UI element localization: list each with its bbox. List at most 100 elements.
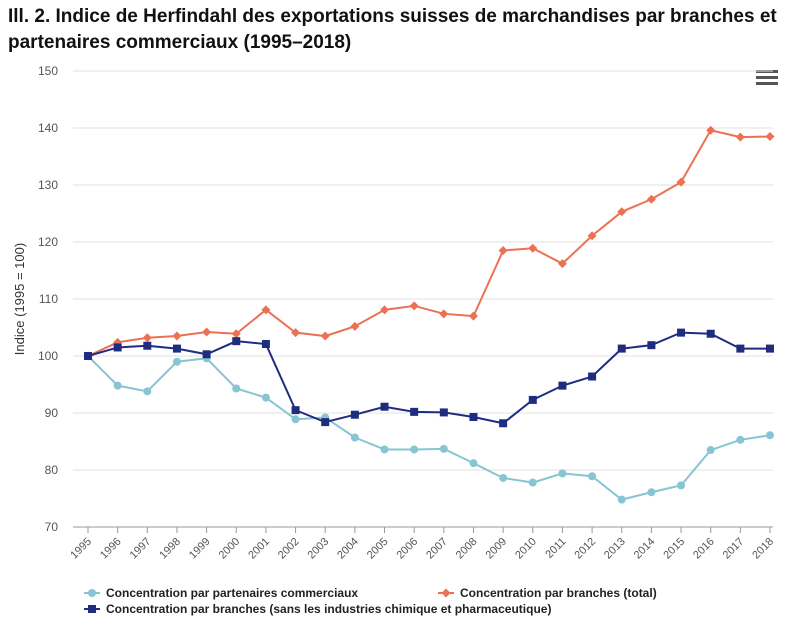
- y-tick-label: 140: [38, 121, 58, 135]
- data-point[interactable]: [261, 393, 270, 402]
- legend-item[interactable]: Concentration par branches (total): [438, 586, 657, 600]
- data-point[interactable]: [677, 328, 686, 337]
- data-point[interactable]: [558, 381, 567, 390]
- data-point[interactable]: [261, 305, 271, 315]
- data-point[interactable]: [439, 309, 449, 319]
- data-point[interactable]: [350, 433, 359, 442]
- data-point[interactable]: [528, 243, 538, 253]
- data-point[interactable]: [202, 327, 212, 337]
- x-tick-label: 2017: [721, 536, 747, 562]
- legend-label: Concentration par branches (total): [460, 586, 657, 600]
- x-axis-ticks: 1995 1996 1997 1998 1999 2000 2001 2002 2003 2004…: [68, 527, 776, 561]
- x-tick-label: 2015: [661, 536, 687, 562]
- data-point[interactable]: [735, 132, 745, 142]
- data-point[interactable]: [380, 402, 389, 411]
- data-point[interactable]: [291, 406, 300, 415]
- x-tick-label: 2000: [217, 536, 243, 562]
- data-point[interactable]: [677, 481, 686, 490]
- data-point[interactable]: [84, 352, 92, 360]
- data-point[interactable]: [350, 321, 360, 331]
- data-point[interactable]: [113, 343, 122, 352]
- data-point[interactable]: [765, 132, 775, 142]
- series-3: [84, 328, 774, 428]
- data-point[interactable]: [409, 301, 419, 311]
- x-tick-label: 2014: [632, 536, 658, 562]
- chart-title: Ill. 2. Indice de Herfindahl des exporta…: [8, 6, 777, 53]
- data-point[interactable]: [617, 344, 626, 353]
- y-tick-label: 100: [38, 349, 58, 363]
- legend-item[interactable]: Concentration par branches (sans les ind…: [84, 602, 551, 616]
- data-point[interactable]: [320, 331, 330, 341]
- data-point[interactable]: [558, 469, 567, 478]
- data-point[interactable]: [736, 435, 745, 444]
- y-tick-label: 90: [45, 406, 59, 420]
- x-tick-label: 1997: [128, 536, 154, 562]
- legend-item[interactable]: Concentration par partenaires commerciau…: [84, 586, 358, 600]
- data-point[interactable]: [410, 407, 419, 416]
- data-point[interactable]: [706, 446, 715, 455]
- data-point[interactable]: [528, 478, 537, 487]
- y-tick-label: 70: [45, 520, 59, 534]
- data-point[interactable]: [291, 415, 300, 424]
- data-point[interactable]: [676, 177, 686, 187]
- data-point[interactable]: [469, 459, 478, 468]
- x-tick-label: 2006: [394, 536, 420, 562]
- data-point[interactable]: [587, 231, 597, 241]
- data-point[interactable]: [410, 445, 419, 454]
- x-tick-label: 2001: [246, 536, 272, 562]
- data-point[interactable]: [231, 329, 241, 339]
- data-point[interactable]: [588, 472, 597, 481]
- x-tick-label: 2016: [691, 536, 717, 562]
- data-point[interactable]: [766, 344, 774, 353]
- x-tick-label: 1998: [157, 536, 183, 562]
- data-point[interactable]: [617, 207, 627, 217]
- data-point[interactable]: [646, 194, 656, 204]
- data-point[interactable]: [380, 445, 389, 454]
- data-point[interactable]: [499, 473, 508, 482]
- data-point[interactable]: [647, 488, 656, 497]
- data-point[interactable]: [469, 412, 478, 421]
- data-point[interactable]: [766, 431, 774, 440]
- data-point[interactable]: [172, 357, 181, 366]
- series-line: [87, 355, 771, 501]
- data-point[interactable]: [142, 333, 152, 343]
- data-point[interactable]: [528, 395, 537, 404]
- y-axis-label: Indice (1995 = 100): [12, 243, 27, 355]
- data-point[interactable]: [143, 387, 152, 396]
- data-point[interactable]: [202, 350, 211, 359]
- legend-label: Concentration par branches (sans les ind…: [106, 602, 551, 616]
- series-line: [87, 129, 771, 357]
- data-point[interactable]: [557, 259, 567, 269]
- data-point[interactable]: [439, 408, 448, 417]
- data-point[interactable]: [706, 125, 716, 135]
- data-point[interactable]: [647, 341, 656, 350]
- data-point[interactable]: [172, 331, 182, 341]
- data-point[interactable]: [588, 372, 597, 381]
- data-point[interactable]: [291, 328, 301, 338]
- data-point[interactable]: [321, 418, 330, 427]
- data-point[interactable]: [232, 384, 241, 393]
- data-point[interactable]: [498, 246, 508, 256]
- data-point[interactable]: [617, 495, 626, 504]
- data-point[interactable]: [499, 419, 508, 428]
- x-tick-label: 2013: [602, 536, 628, 562]
- x-tick-label: 2008: [454, 536, 480, 562]
- gridlines: [73, 70, 773, 528]
- data-point[interactable]: [439, 444, 448, 453]
- data-point[interactable]: [172, 344, 181, 353]
- y-tick-label: 130: [38, 178, 58, 192]
- data-point[interactable]: [468, 311, 478, 321]
- data-point[interactable]: [380, 305, 390, 315]
- series-line: [87, 331, 770, 425]
- data-point[interactable]: [143, 341, 152, 350]
- data-point[interactable]: [736, 344, 745, 353]
- data-point[interactable]: [261, 340, 270, 349]
- y-axis-ticks: 70 80 90 100 110 120 130 140 150: [38, 64, 58, 534]
- data-point[interactable]: [706, 329, 715, 338]
- data-point[interactable]: [232, 337, 241, 346]
- series-1: [84, 352, 774, 504]
- data-point[interactable]: [350, 410, 359, 419]
- data-point[interactable]: [113, 381, 122, 390]
- y-tick-label: 110: [39, 292, 58, 306]
- legend: Concentration par partenaires commerciau…: [84, 586, 657, 616]
